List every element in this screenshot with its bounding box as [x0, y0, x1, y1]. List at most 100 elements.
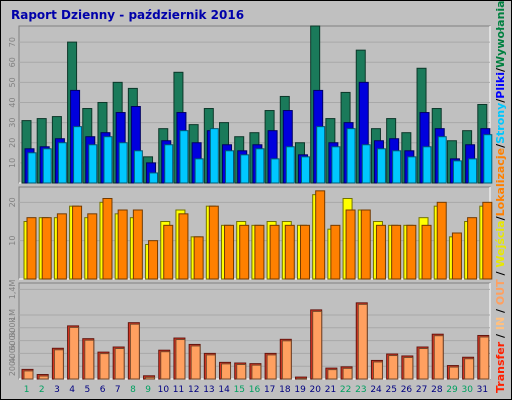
bar-lokalizacje-day-28 [436, 201, 447, 280]
bar-lokalizacje-day-29 [451, 232, 462, 280]
bar-strony-day-31 [483, 134, 493, 184]
x-tick-label: 10 [158, 385, 170, 395]
legend-item: IN [494, 317, 507, 330]
x-tick-label: 9 [145, 385, 151, 395]
bar-transfer-in-day-27 [418, 348, 429, 380]
x-tick-label: 16 [249, 385, 261, 395]
bar-transfer-in-day-18 [281, 340, 292, 380]
bar-transfer-in-day-6 [99, 353, 110, 380]
x-tick-label: 6 [100, 385, 106, 395]
bar-strony-day-30 [468, 158, 478, 184]
bar-lokalizacje-day-10 [163, 224, 174, 280]
y-tick-label: 10 [8, 158, 17, 168]
bar-strony-day-23 [361, 144, 371, 184]
bar-strony-day-22 [346, 128, 356, 184]
bar-lokalizacje-day-7 [117, 209, 128, 280]
bar-lokalizacje-day-21 [330, 224, 341, 280]
bar-transfer-in-day-20 [312, 310, 323, 380]
bar-transfer-in-day-4 [69, 326, 80, 380]
x-tick-label: 17 [264, 385, 275, 395]
y-tick-label: 20 [8, 197, 17, 207]
bar-transfer-in-day-31 [479, 336, 490, 380]
bar-lokalizacje-day-27 [421, 224, 432, 280]
bar-strony-day-3 [57, 142, 67, 184]
x-tick-label: 24 [370, 385, 382, 395]
legend-item: / [494, 305, 507, 317]
legend-item: / [494, 215, 507, 220]
x-tick-label: 5 [85, 385, 91, 395]
legend-text: Transfer / IN / OUT / Wejścia/Lokalizacj… [494, 1, 507, 393]
bar-strony-day-13 [209, 128, 219, 184]
bar-transfer-in-day-22 [342, 367, 353, 380]
legend-item: Transfer [494, 341, 507, 393]
x-tick-label: 23 [355, 385, 366, 395]
bar-strony-day-2 [42, 148, 52, 184]
bar-strony-day-21 [331, 146, 341, 184]
bar-strony-day-11 [179, 130, 189, 184]
y-tick-label: 50 [8, 77, 17, 87]
legend-item: / [494, 330, 507, 342]
bar-transfer-in-day-3 [53, 349, 64, 380]
bar-strony-day-29 [452, 160, 462, 184]
bar-lokalizacje-day-1 [26, 217, 37, 280]
bar-transfer-in-day-29 [448, 366, 459, 380]
y-tick-label: 200k [8, 356, 17, 376]
x-tick-label: 7 [115, 385, 121, 395]
bar-transfer-in-day-23 [357, 303, 368, 380]
bar-strony-day-7 [118, 142, 128, 184]
y-tick-label: 30 [8, 118, 17, 128]
bar-lokalizacje-day-14 [224, 224, 235, 280]
bar-lokalizacje-day-18 [284, 224, 295, 280]
y-tick-label: 10 [8, 236, 17, 246]
bar-lokalizacje-day-3 [56, 213, 67, 280]
bar-transfer-in-day-9 [145, 376, 156, 380]
chart-title: Raport Dzienny - październik 2016 [11, 8, 244, 22]
x-tick-label: 15 [234, 385, 245, 395]
y-tick-label: 70 [8, 37, 17, 47]
bar-strony-day-5 [88, 144, 98, 184]
bar-strony-day-9 [149, 172, 159, 184]
bar-lokalizacje-day-5 [87, 213, 98, 280]
bar-lokalizacje-day-23 [360, 209, 371, 280]
x-tick-label: 20 [310, 385, 322, 395]
bar-lokalizacje-day-8 [132, 209, 143, 280]
bar-lokalizacje-day-12 [193, 236, 204, 280]
bar-transfer-in-day-5 [84, 339, 95, 380]
bar-transfer-in-day-24 [372, 361, 383, 380]
x-tick-label: 12 [188, 385, 199, 395]
bar-lokalizacje-day-2 [41, 217, 52, 280]
bar-strony-day-25 [392, 150, 402, 184]
x-tick-label: 26 [401, 385, 413, 395]
x-tick-label: 2 [39, 385, 45, 395]
x-tick-label: 4 [69, 385, 75, 395]
bar-transfer-in-day-25 [388, 355, 399, 380]
hits-files-pages-panel: 10 20 30 40 50 60 70 [8, 25, 493, 184]
x-tick-label: 8 [130, 385, 136, 395]
bar-lokalizacje-day-26 [406, 224, 417, 280]
bar-strony-day-10 [164, 144, 174, 184]
bar-strony-day-27 [422, 146, 432, 184]
legend-item: / [494, 143, 507, 148]
legend-item: Strony [494, 103, 507, 144]
bar-strony-day-20 [316, 126, 326, 184]
bar-transfer-in-day-15 [236, 364, 247, 380]
legend-item: Pliki [494, 72, 507, 99]
x-tick-label: 30 [461, 385, 473, 395]
y-tick-label: 60 [8, 57, 17, 67]
y-tick-label: 800k [8, 317, 17, 337]
x-axis-day-labels: 1 2 3 4 5 6 7 8 9 10 11 12 13 14 15 16 17 18 19 20 21 22 23 24 2… [24, 385, 488, 395]
bar-lokalizacje-day-25 [391, 224, 402, 280]
bar-strony-day-18 [285, 146, 295, 184]
bar-lokalizacje-day-22 [345, 209, 356, 280]
bar-transfer-in-day-1 [23, 370, 34, 380]
y-tick-label: 400k [8, 343, 17, 363]
x-tick-label: 13 [203, 385, 214, 395]
bar-strony-day-8 [133, 150, 143, 184]
bar-transfer-in-day-2 [38, 375, 49, 380]
bar-lokalizacje-day-19 [299, 224, 310, 280]
bar-lokalizacje-day-16 [254, 224, 265, 280]
x-tick-label: 19 [294, 385, 306, 395]
bar-lokalizacje-day-30 [467, 217, 478, 280]
